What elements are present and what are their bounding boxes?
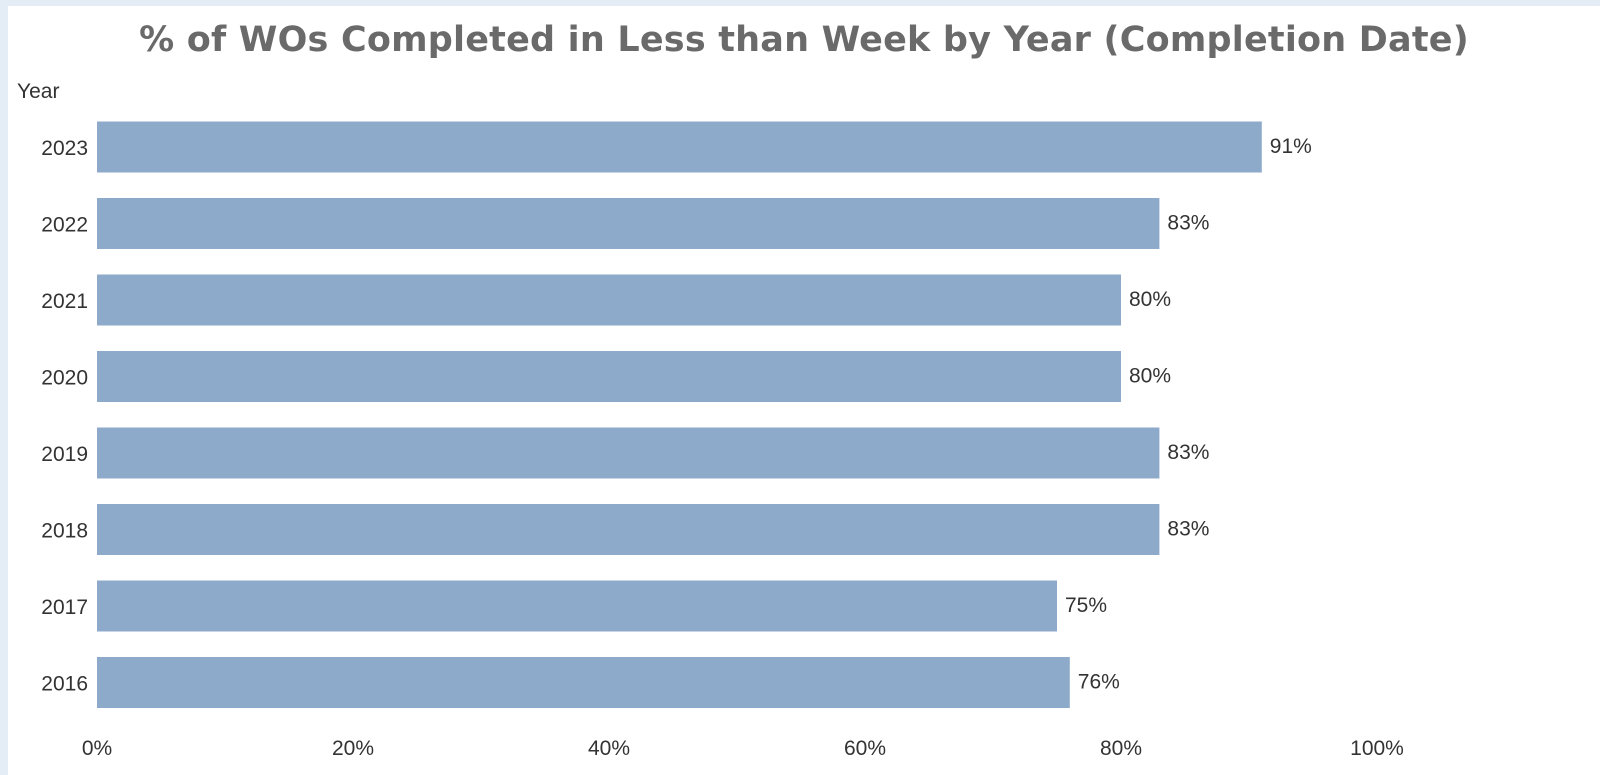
x-tick-label: 100% xyxy=(1350,737,1404,760)
bar-2018 xyxy=(97,504,1160,555)
x-tick-label: 0% xyxy=(82,737,112,760)
y-tick-label: 2022 xyxy=(41,214,88,237)
bar-2021 xyxy=(97,274,1121,326)
y-tick-label: 2023 xyxy=(41,137,88,160)
data-label: 75% xyxy=(1065,594,1107,617)
x-tick-label: 40% xyxy=(588,737,630,760)
bar-2016 xyxy=(97,657,1070,708)
bar-2019 xyxy=(97,427,1160,479)
data-label: 83% xyxy=(1167,518,1209,541)
x-tick-label: 60% xyxy=(844,737,886,760)
data-label: 76% xyxy=(1078,671,1120,694)
bar-chart: 2023 91% 2022 83% 2021 80% 2020 80% 2019 83% 2018 8… xyxy=(41,121,1404,760)
data-label: 91% xyxy=(1270,135,1312,158)
y-tick-label: 2021 xyxy=(41,290,88,313)
y-tick-label: 2016 xyxy=(41,673,88,696)
x-tick-label: 80% xyxy=(1100,737,1142,760)
y-tick-label: 2018 xyxy=(41,520,88,543)
bar-2017 xyxy=(97,580,1057,632)
data-label: 83% xyxy=(1167,441,1209,464)
y-tick-label: 2019 xyxy=(41,443,88,466)
chart-title: % of WOs Completed in Less than Week by … xyxy=(139,20,1469,60)
chart-panel: % of WOs Completed in Less than Week by … xyxy=(8,6,1600,775)
data-label: 80% xyxy=(1129,288,1171,311)
data-label: 80% xyxy=(1129,365,1171,388)
data-label: 83% xyxy=(1167,212,1209,235)
y-tick-label: 2020 xyxy=(41,367,88,390)
x-tick-label: 20% xyxy=(332,737,374,760)
bar-2020 xyxy=(97,351,1121,402)
y-tick-label: 2017 xyxy=(41,596,88,619)
bar-2022 xyxy=(97,198,1160,249)
y-axis-title: Year xyxy=(17,80,60,103)
bar-2023 xyxy=(97,121,1262,173)
